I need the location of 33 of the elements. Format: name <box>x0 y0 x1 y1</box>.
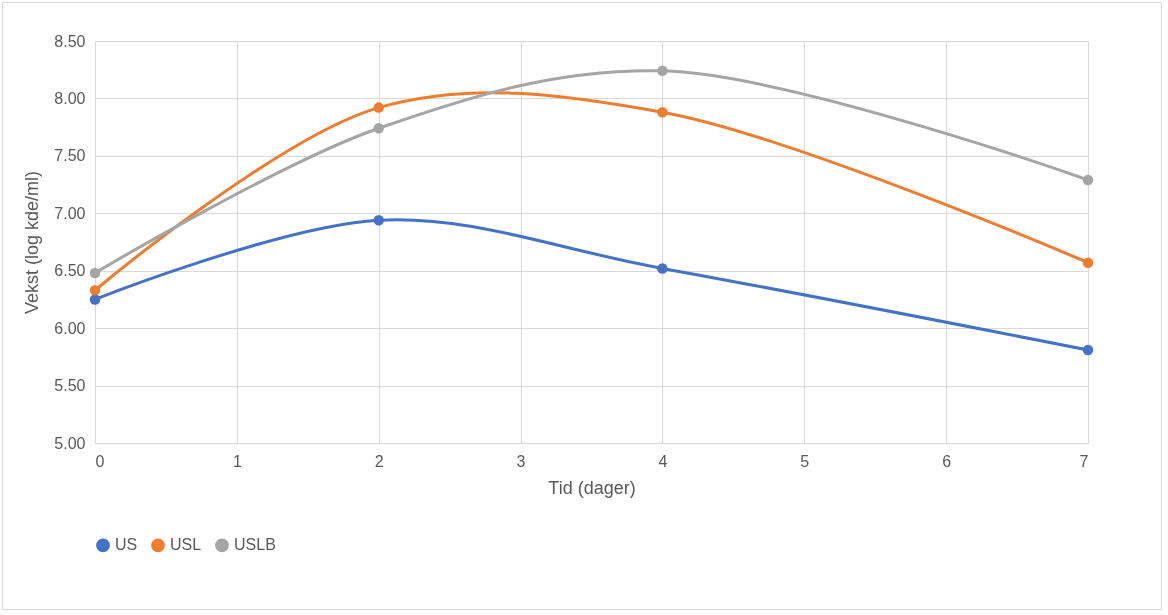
y-tick-label: 8.50 <box>54 32 86 50</box>
y-tick-label: 6.50 <box>54 262 86 280</box>
x-tick-label: 5 <box>800 452 810 470</box>
point <box>373 123 384 134</box>
legend-label: USLB <box>234 536 276 554</box>
x-tick-label: 6 <box>942 452 952 470</box>
point <box>1082 174 1094 186</box>
point <box>373 214 384 226</box>
point <box>1082 257 1094 268</box>
y-tick-label: 7.00 <box>54 204 86 222</box>
y-axis-title: Vekst (log kde/ml) <box>22 170 43 315</box>
x-tick-label: 2 <box>374 452 384 470</box>
y-tick-label: 7.50 <box>54 147 86 165</box>
y-tick-label: 5.00 <box>54 434 86 452</box>
x-tick-label: 7 <box>1079 452 1089 470</box>
point <box>657 106 668 118</box>
x-tick-label: 1 <box>232 452 242 470</box>
y-tick-label: 6.00 <box>54 319 86 337</box>
point <box>89 294 101 305</box>
point <box>657 65 668 77</box>
point <box>657 263 668 274</box>
point <box>89 285 101 296</box>
point <box>1082 344 1094 356</box>
y-tick-label: 8.00 <box>54 89 86 107</box>
x-tick-label: 0 <box>95 452 105 470</box>
x-tick-label: 4 <box>658 452 668 470</box>
x-tick-label: 3 <box>516 452 526 470</box>
legend-label: US <box>115 536 138 554</box>
y-tick-label: 5.50 <box>54 377 86 395</box>
x-axis-title: Tid (dager) <box>548 477 636 498</box>
point <box>373 102 384 113</box>
legend-label: USL <box>170 536 202 554</box>
point <box>89 267 101 279</box>
